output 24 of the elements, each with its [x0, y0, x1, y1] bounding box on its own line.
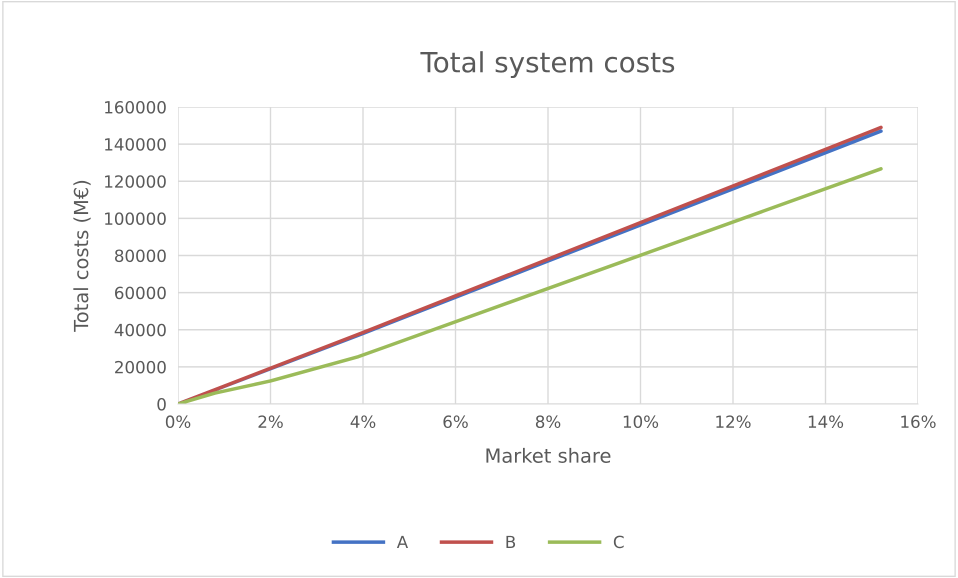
x-tick-label: 2% [258, 415, 283, 428]
chart-title: Total system costs [420, 51, 674, 78]
y-tick-label: 40000 [114, 324, 166, 336]
y-tick-label: 20000 [115, 360, 166, 374]
x-tick-label: 6% [443, 415, 468, 428]
legend-label: B [506, 536, 516, 548]
x-tick-label: 10% [624, 415, 658, 428]
x-tick-label: 0% [166, 415, 190, 428]
x-tick-label: 14% [808, 415, 844, 428]
x-tick-label: 12% [716, 415, 751, 428]
x-tick-label: 4% [350, 415, 376, 428]
y-axis-title: Total costs (M€) [73, 180, 91, 332]
y-tick-label: 80000 [115, 249, 166, 262]
legend-label: C [614, 536, 624, 548]
y-tick-label: 140000 [105, 138, 166, 151]
x-tick-label: 16% [901, 415, 936, 428]
y-tick-label: 60000 [115, 286, 166, 300]
legend-label: A [396, 536, 408, 548]
y-tick-label: 120000 [105, 175, 166, 188]
y-tick-label: 100000 [105, 212, 166, 225]
y-tick-label: 160000 [105, 100, 166, 114]
x-axis-title: Market share [486, 448, 610, 463]
x-tick-label: 8% [536, 415, 560, 428]
y-tick-label: 0 [157, 398, 166, 411]
